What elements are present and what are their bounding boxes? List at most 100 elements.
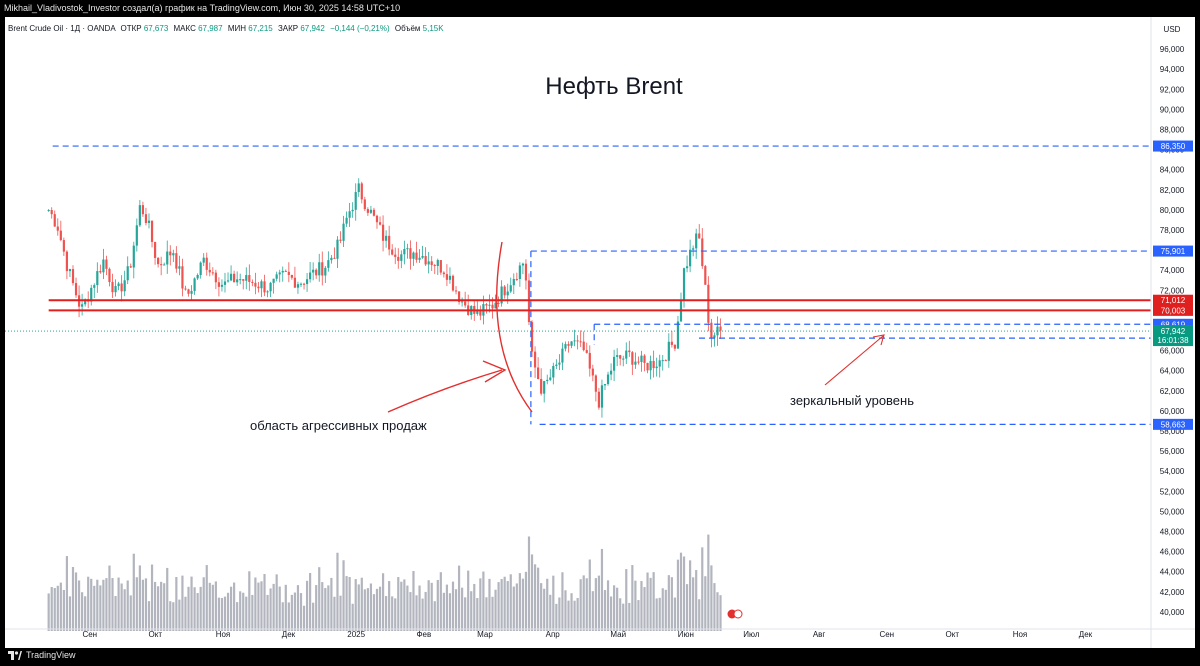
volume-bar (248, 571, 251, 631)
candle (324, 265, 327, 283)
volume-bar (704, 576, 707, 631)
volume-bar (266, 594, 269, 631)
volume-bar (172, 602, 175, 631)
volume-bar (588, 559, 591, 631)
volume-bar (549, 594, 552, 631)
volume-bar (348, 577, 351, 631)
volume-bar (211, 584, 214, 631)
price-tick-label: 66,000 (1160, 347, 1185, 356)
candle-body (606, 374, 610, 385)
candle (558, 354, 561, 371)
candle (114, 279, 117, 297)
candle-body (138, 205, 141, 226)
candle (664, 359, 667, 362)
candle (530, 320, 534, 358)
candle-body (497, 302, 500, 304)
volume-bar (530, 554, 534, 631)
candle-body (628, 350, 631, 353)
candle-body (90, 287, 93, 302)
candle (266, 290, 269, 298)
candle (600, 379, 604, 418)
volume-bar (378, 586, 382, 631)
candle (388, 225, 391, 256)
volume-bar (457, 565, 461, 631)
volume-bar (512, 586, 515, 631)
volume-bar (381, 573, 385, 631)
volume-bar (497, 582, 500, 631)
candle-body (275, 274, 278, 279)
candle-body (451, 275, 455, 291)
candle-body (582, 341, 585, 351)
candle (442, 271, 445, 278)
volume-bar (208, 582, 211, 631)
volume-bar (263, 573, 266, 631)
candle (603, 383, 607, 390)
tradingview-label: TradingView (26, 650, 76, 660)
candle-body (576, 340, 579, 342)
candle (634, 352, 637, 369)
volume-bar (93, 585, 96, 631)
volume-bar (421, 598, 424, 631)
candle-body (193, 278, 196, 291)
legend-low-label: МИН (228, 24, 246, 33)
volume-bar (540, 583, 543, 631)
candle-body (339, 239, 342, 241)
tradingview-icon (8, 650, 22, 660)
volume-bar (281, 602, 284, 631)
volume-bar (157, 586, 160, 631)
candle-body (381, 224, 385, 241)
candle (461, 297, 464, 307)
volume-bar (160, 581, 163, 631)
volume-bar (442, 592, 445, 631)
candle (500, 280, 503, 307)
volume-bar (120, 583, 123, 631)
candle (679, 292, 683, 322)
candle-body (65, 251, 69, 272)
volume-bar (354, 579, 357, 631)
candle-body (692, 248, 695, 250)
candle (111, 273, 114, 299)
level-badge-label: 71,012 (1161, 296, 1186, 305)
price-chart[interactable]: 96,00094,00092,00090,00088,00086,00084,0… (5, 17, 1195, 648)
candle-body (62, 240, 65, 252)
volume-bar (199, 586, 202, 631)
candle (229, 265, 233, 282)
time-tick-label: Ноя (1013, 630, 1028, 639)
level-badge (1153, 294, 1193, 306)
volume-bar (330, 577, 333, 631)
candle-body (251, 281, 254, 283)
candle (312, 262, 315, 281)
candle-body (430, 261, 433, 266)
candle-body (269, 282, 272, 292)
candle (430, 256, 433, 271)
candle (74, 277, 78, 298)
volume-bar (318, 567, 321, 631)
candle (251, 279, 254, 287)
price-tick-label: 64,000 (1160, 367, 1185, 376)
candle-body (494, 302, 497, 309)
candle-body (415, 252, 418, 260)
price-tick-label: 82,000 (1160, 186, 1185, 195)
candle-body (491, 304, 494, 309)
candle-body (333, 257, 336, 259)
volume-bar (622, 603, 625, 631)
candle (682, 267, 686, 308)
candle (59, 220, 62, 242)
candle (360, 181, 363, 204)
volume-bar (59, 582, 62, 631)
candle-body (433, 265, 436, 267)
candle (676, 315, 680, 349)
candle (433, 264, 436, 275)
candle (187, 288, 190, 297)
candle (132, 241, 135, 279)
candle-body (126, 266, 129, 281)
candle-body (236, 279, 239, 283)
candle-body (354, 192, 357, 210)
candle (363, 196, 366, 211)
candle-body (169, 251, 172, 256)
volume-bar (406, 585, 409, 631)
candle (123, 270, 126, 297)
candle (366, 207, 369, 216)
candle-body (348, 211, 351, 218)
candle-body (296, 284, 300, 288)
